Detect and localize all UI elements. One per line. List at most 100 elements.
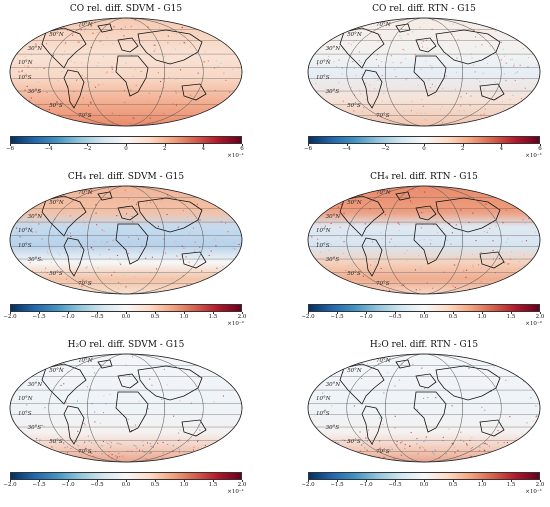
tick-mark <box>501 144 502 146</box>
tick-mark <box>68 480 69 482</box>
latitude-label: 50°N <box>347 32 362 39</box>
latitude-label: 70°N <box>376 22 391 29</box>
colorbar-ticks: −2.0 −1.5 −1.0 −0.5 0.0 0.5 1.0 1.5 2.0 <box>301 312 544 323</box>
coastline <box>181 83 207 101</box>
colorbar-tick-label: −6 <box>303 146 313 152</box>
latitude-label: 30°N <box>325 45 341 52</box>
colorbar-ticks: −2.0 −1.5 −1.0 −0.5 0.0 0.5 1.0 1.5 2.0 <box>3 480 246 491</box>
mollweide-map <box>307 185 541 295</box>
tick-mark <box>337 480 338 482</box>
coastline <box>115 223 149 265</box>
colorbar-multiplier: ×10⁻² <box>227 321 244 327</box>
coastline <box>395 359 411 369</box>
latitude-label: 10°N <box>316 396 331 403</box>
colorbar-tick-label: 4 <box>499 146 504 152</box>
map-outline <box>9 17 243 127</box>
coastline <box>41 363 87 405</box>
colorbar-tick-label: 4 <box>201 146 206 152</box>
map-panel: CH₄ rel. diff. SDVM - G15 70°N 50°N 30°N 10°… <box>3 172 246 332</box>
tick-mark <box>48 144 50 146</box>
map-outline <box>307 17 541 127</box>
coastline <box>479 419 505 437</box>
colorbar-ticks: −6 −4 −2 0 2 4 6 <box>6 144 244 155</box>
coastline <box>63 237 85 277</box>
latitude-label: 30°S <box>27 257 42 264</box>
latitude-label: 70°S <box>78 112 92 119</box>
latitude-label: 50°S <box>49 102 63 109</box>
latitude-label: 70°N <box>376 358 391 365</box>
map-panel: H₂O rel. diff. RTN - G15 70°N 50°N 30°N 10°N… <box>301 340 544 500</box>
colorbar-multiplier: ×10⁻¹ <box>525 153 542 159</box>
colorbar-tick-label: −2 <box>83 146 92 152</box>
mollweide-map <box>307 17 541 127</box>
latitude-label: 50°N <box>49 368 64 375</box>
panel-title: CH₄ rel. diff. SDVM - G15 <box>67 172 185 182</box>
colorbar-multiplier: ×10⁻¹ <box>227 489 244 495</box>
latitude-label: 10°S <box>18 74 32 81</box>
coastline <box>63 69 85 109</box>
colorbar-tick-label: −4 <box>44 146 53 152</box>
latitude-label: 50°N <box>49 200 64 207</box>
latitude-label: 30°N <box>27 213 43 220</box>
colorbar-tick-label: −4 <box>342 146 351 152</box>
coastline <box>395 191 411 201</box>
tick-mark <box>184 312 185 314</box>
colorbar-multiplier: ×10⁻² <box>525 321 542 327</box>
latitude-label: 10°N <box>316 228 331 235</box>
map-panel: CO rel. diff. RTN - G15 70°N 50°N 30°N 10°N 1… <box>304 4 544 164</box>
latitude-label: 50°N <box>49 32 64 39</box>
tick-mark <box>385 144 386 146</box>
colorbar-tick-label: −6 <box>5 146 15 152</box>
tick-mark <box>366 312 367 314</box>
latitude-label: 10°S <box>316 74 330 81</box>
colorbar <box>10 136 242 144</box>
tick-mark <box>540 480 541 482</box>
tick-mark <box>184 480 185 482</box>
coastline <box>41 195 87 237</box>
latitude-label: 30°N <box>27 45 43 52</box>
colorbar-ticks: −6 −4 −2 0 2 4 6 <box>304 144 542 155</box>
latitude-label: 30°S <box>325 425 340 432</box>
tick-mark <box>346 144 348 146</box>
panel-title: H₂O rel. diff. RTN - G15 <box>369 340 479 350</box>
colorbar-tick-label: 0.5 <box>448 314 458 320</box>
latitude-label: 50°S <box>347 270 361 277</box>
colorbar-tick-label: −2.0 <box>3 482 17 488</box>
colorbar-tick-label: 2 <box>162 146 167 152</box>
coastline <box>339 195 385 237</box>
latitude-label: 50°S <box>347 102 361 109</box>
tick-mark <box>155 480 156 482</box>
coastline <box>415 373 437 389</box>
latitude-label: 50°N <box>347 200 362 207</box>
coastline <box>115 391 149 433</box>
latitude-label: 50°S <box>49 438 63 445</box>
latitude-label: 10°S <box>316 410 330 417</box>
tick-mark <box>511 312 512 314</box>
colorbar-tick-label: −2.0 <box>301 482 315 488</box>
tick-mark <box>39 312 40 314</box>
latitude-label: 10°N <box>18 396 33 403</box>
colorbar-tick-label: −0.5 <box>90 314 104 320</box>
coastline <box>413 223 447 265</box>
colorbar <box>308 472 540 480</box>
tick-mark <box>10 480 11 482</box>
tick-mark <box>126 312 127 314</box>
map-panel: CO rel. diff. SDVM - G15 70°N 50°N 30°N 10°N… <box>6 4 246 164</box>
colorbar-tick-label: 1.0 <box>179 314 189 320</box>
coastline <box>181 419 207 437</box>
tick-mark <box>242 312 243 314</box>
colorbar-tick-label: 1.0 <box>477 314 487 320</box>
tick-mark <box>482 312 483 314</box>
colorbar <box>10 304 242 312</box>
colorbar <box>10 472 242 480</box>
coastline <box>97 191 113 201</box>
map-outline <box>9 185 243 295</box>
colorbar-tick-label: −1.0 <box>359 482 373 488</box>
tick-mark <box>424 480 425 482</box>
coastline <box>117 37 139 53</box>
coastline <box>435 29 501 65</box>
tick-mark <box>424 144 425 146</box>
latitude-label: 70°N <box>78 22 93 29</box>
coastline <box>137 365 203 401</box>
tick-mark <box>126 480 127 482</box>
